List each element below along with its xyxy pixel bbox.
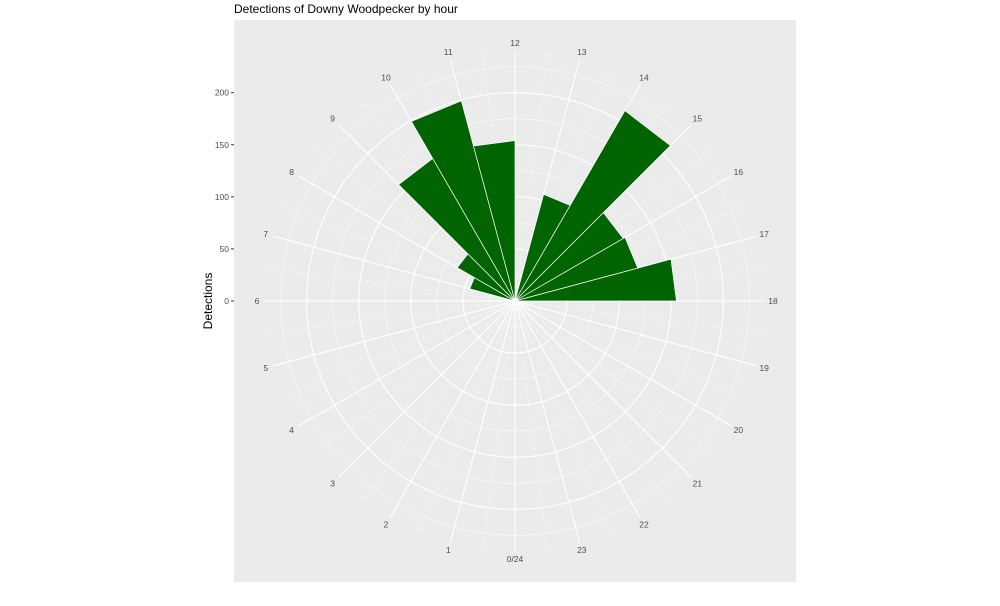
grid-spoke — [514, 300, 581, 543]
hour-tick-label: 10 — [381, 73, 391, 83]
hour-tick-label: 13 — [577, 47, 587, 57]
hour-tick-label: 20 — [734, 425, 744, 435]
hour-tick-label: 9 — [330, 114, 335, 124]
hour-tick-label: 7 — [263, 229, 268, 239]
hour-tick-label: 21 — [693, 478, 703, 488]
grid-spoke — [514, 300, 641, 518]
hour-tick-label: 17 — [759, 229, 769, 239]
grid-spoke — [337, 300, 516, 479]
hour-tick-label: 2 — [384, 519, 389, 529]
bar-hour-11 — [473, 140, 516, 302]
hour-tick-label: 14 — [639, 73, 649, 83]
hour-tick-label: 18 — [768, 296, 778, 306]
grid-spoke — [449, 300, 516, 543]
y-tick-label: 100 — [215, 192, 229, 202]
hour-tick-label: 4 — [289, 425, 294, 435]
hour-tick-label: 0/24 — [507, 554, 524, 564]
y-tick-label: 50 — [220, 244, 230, 254]
y-axis-label: Detections — [201, 273, 215, 330]
y-axis: 0 50 100 150 200 — [215, 88, 234, 306]
hour-tick-label: 1 — [446, 545, 451, 555]
bar-hour-17 — [514, 258, 677, 302]
hour-tick-labels: 0/24123456789101112131415161718192021222… — [255, 38, 778, 564]
grid-spoke — [389, 300, 516, 518]
hour-tick-label: 19 — [759, 363, 769, 373]
bars — [398, 100, 677, 302]
grid-spoke — [514, 300, 757, 367]
hour-tick-label: 16 — [734, 167, 744, 177]
hour-tick-label: 22 — [639, 519, 649, 529]
hour-tick-label: 8 — [289, 167, 294, 177]
grid-spoke — [298, 300, 516, 427]
grid-spoke — [273, 300, 516, 367]
hour-tick-label: 15 — [693, 114, 703, 124]
hour-tick-label: 5 — [263, 363, 268, 373]
y-tick-label: 200 — [215, 88, 229, 98]
hour-tick-label: 6 — [255, 296, 260, 306]
hour-tick-label: 3 — [330, 478, 335, 488]
y-tick-label: 150 — [215, 140, 229, 150]
hour-tick-label: 23 — [577, 545, 587, 555]
grid-spoke — [514, 300, 732, 427]
y-tick-label: 0 — [224, 296, 229, 306]
hour-tick-label: 11 — [444, 47, 453, 57]
grid-spoke — [514, 300, 693, 479]
chart-title: Detections of Downy Woodpecker by hour — [234, 2, 458, 16]
hour-tick-label: 12 — [510, 38, 520, 48]
